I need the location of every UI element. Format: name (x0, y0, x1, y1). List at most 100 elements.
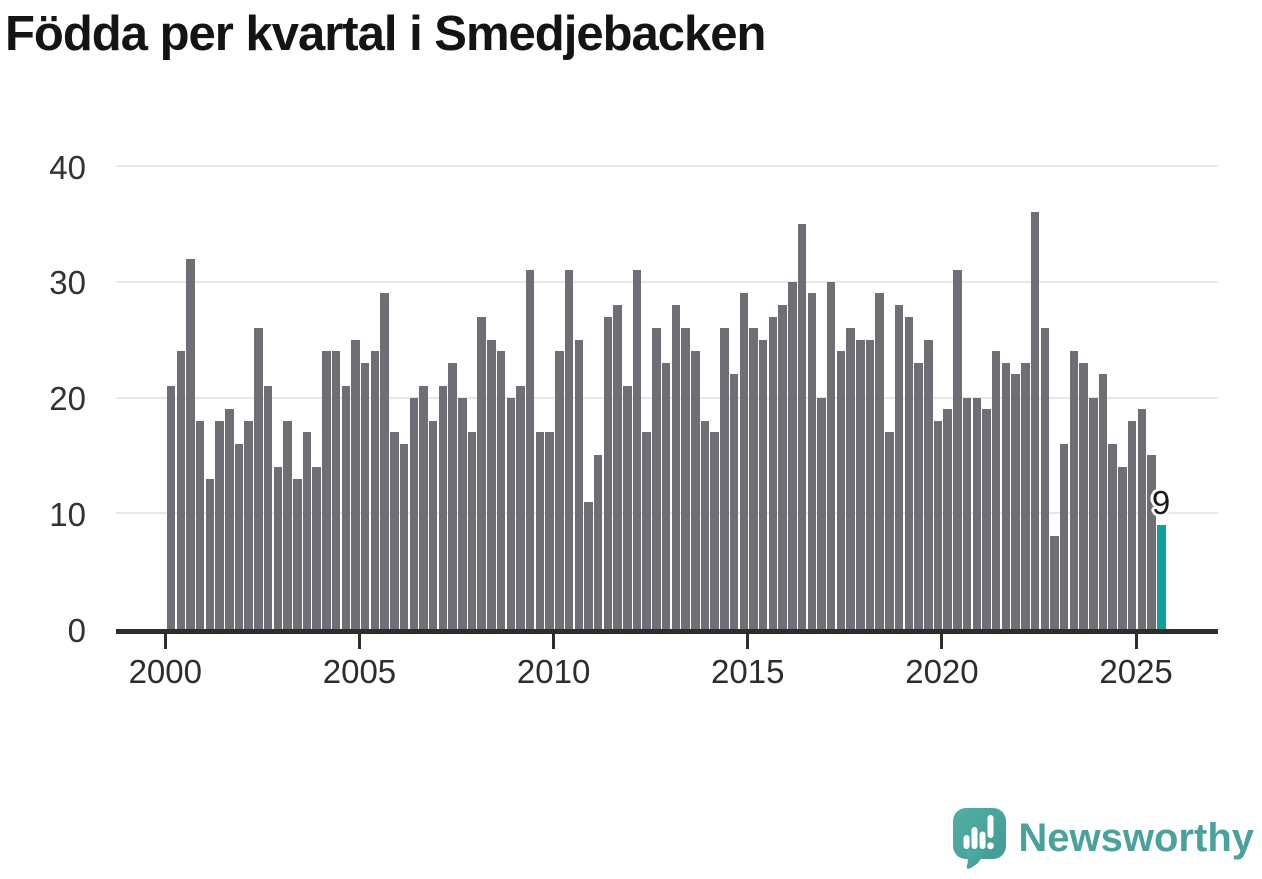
bar-2005-q2 (370, 351, 380, 629)
y-axis-label-40: 40 (49, 148, 86, 186)
x-axis-line (116, 629, 1218, 634)
bar-2002-q2 (254, 328, 263, 629)
bar-2018-q4 (894, 305, 904, 629)
bar-2022-q2 (1030, 212, 1040, 629)
bar-2016-q1 (788, 281, 797, 629)
bar-2024-q1 (1098, 374, 1108, 629)
bar-2023-q3 (1079, 362, 1088, 629)
bar-2012-q1 (632, 270, 642, 629)
bar-2019-q4 (933, 420, 943, 629)
bar-2012-q4 (661, 362, 671, 629)
bar-2006-q2 (409, 397, 418, 629)
bar-2009-q3 (535, 432, 545, 629)
bar-2018-q1 (865, 339, 875, 629)
bar-2008-q3 (496, 351, 506, 629)
bar-2014-q2 (720, 328, 729, 629)
x-axis-label-2020: 2020 (905, 653, 979, 690)
bar-2025-q3 (1157, 524, 1166, 629)
bar-2021-q1 (982, 409, 991, 629)
x-axis-tick-2000 (163, 634, 167, 649)
bar-2001-q4 (234, 443, 244, 629)
bar-2009-q2 (525, 270, 535, 629)
bar-2023-q4 (1089, 397, 1098, 629)
y-axis-label-0: 0 (67, 611, 86, 649)
bar-2003-q3 (302, 432, 312, 629)
bar-2009-q1 (516, 386, 525, 629)
x-axis-tick-2020 (940, 634, 944, 649)
bar-2020-q3 (962, 397, 972, 629)
bar-2015-q3 (768, 316, 778, 629)
bar-2003-q4 (312, 467, 321, 629)
x-axis-tick-2005 (357, 634, 361, 649)
bar-2019-q2 (914, 362, 923, 629)
bar-2019-q3 (924, 339, 933, 629)
bar-2010-q4 (584, 501, 593, 629)
bar-2019-q1 (904, 316, 914, 629)
bar-2012-q2 (642, 432, 651, 629)
bar-2004-q4 (351, 339, 360, 629)
bar-2006-q1 (399, 443, 409, 629)
bar-2007-q4 (467, 432, 477, 629)
bar-2004-q1 (322, 351, 331, 629)
bar-2024-q3 (1118, 467, 1127, 629)
bar-2006-q3 (419, 386, 428, 629)
bar-2016-q3 (807, 293, 817, 629)
y-axis-label-20: 20 (49, 380, 86, 418)
x-axis-label-2010: 2010 (516, 653, 591, 690)
bar-2020-q2 (953, 270, 962, 629)
bar-2023-q1 (1059, 443, 1069, 629)
bar-2001-q1 (205, 478, 215, 629)
bar-2000-q4 (195, 420, 205, 629)
bar-2017-q3 (846, 328, 855, 629)
gridline-y-30 (116, 280, 1218, 283)
bar-2013-q1 (671, 305, 681, 629)
y-axis-label-10: 10 (49, 495, 86, 533)
bar-2004-q3 (341, 386, 351, 629)
bar-2000-q3 (186, 258, 195, 629)
bar-2016-q4 (817, 397, 826, 629)
bar-2025-q1 (1137, 409, 1147, 629)
newsworthy-bubble-chart-icon (952, 807, 1008, 869)
bar-2017-q1 (826, 281, 836, 629)
bar-2000-q2 (176, 351, 185, 629)
bar-2002-q3 (263, 386, 273, 629)
x-axis-label-2025: 2025 (1099, 653, 1173, 690)
highlight-value-label: 9 (1151, 484, 1171, 521)
bar-2013-q3 (691, 351, 700, 629)
bar-2000-q1 (166, 386, 176, 629)
x-axis-tick-2025 (1134, 634, 1138, 649)
bar-2022-q1 (1021, 362, 1030, 629)
bar-2001-q2 (215, 420, 224, 629)
bar-2001-q3 (225, 409, 234, 629)
bar-2015-q1 (749, 328, 758, 629)
bar-2011-q2 (603, 316, 613, 629)
bar-2008-q2 (487, 339, 496, 629)
newsworthy-wordmark: Newsworthy (1018, 816, 1254, 860)
bar-2003-q1 (283, 420, 292, 629)
bar-2007-q1 (438, 386, 448, 629)
bar-2018-q3 (885, 432, 894, 629)
x-axis-label-2015: 2015 (711, 653, 785, 690)
bar-2020-q1 (943, 409, 952, 629)
bar-2005-q3 (380, 293, 389, 629)
x-axis-label-2005: 2005 (322, 653, 397, 690)
bar-2005-q4 (390, 432, 399, 629)
bar-2008-q1 (477, 316, 486, 629)
bar-2010-q1 (555, 351, 564, 629)
bar-2016-q2 (797, 224, 807, 629)
x-axis-tick-2010 (552, 634, 556, 649)
x-axis-tick-2015 (746, 634, 750, 649)
bar-2015-q2 (758, 339, 768, 629)
bar-2022-q4 (1050, 536, 1059, 629)
bar-2012-q3 (652, 328, 661, 629)
bar-2002-q4 (273, 467, 283, 629)
bar-2017-q4 (856, 339, 865, 629)
bar-2025-q2 (1147, 455, 1156, 629)
bar-2011-q4 (623, 386, 632, 629)
bar-2014-q4 (739, 293, 749, 629)
bar-2010-q2 (564, 270, 574, 629)
bar-2014-q1 (710, 432, 719, 629)
bar-2022-q3 (1040, 328, 1050, 629)
bar-2009-q4 (545, 432, 554, 629)
